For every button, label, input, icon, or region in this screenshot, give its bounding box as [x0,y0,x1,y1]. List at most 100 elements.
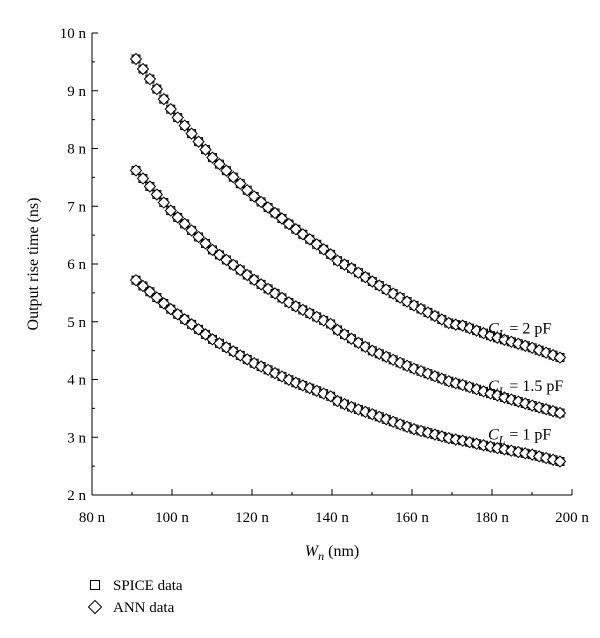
ann-point [414,302,428,316]
ann-point [150,82,164,96]
ann-point [241,353,254,366]
ann-point [143,72,157,86]
ann-point [553,351,567,364]
y-tick-label: 8 n [67,142,86,158]
x-axis-title: Wn (nm) [305,543,359,563]
ann-point [129,52,143,66]
legend-diamond-marker [87,599,103,615]
ann-point [185,127,198,140]
curve-label: CL = 1 pF [488,427,551,447]
y-tick-label: 3 n [67,430,86,446]
ann-point [373,347,386,360]
series-curve [129,164,567,420]
legend-square-marker [90,580,100,590]
ann-point [192,135,205,148]
ann-point [317,243,330,256]
ann-point [157,196,171,209]
ann-point [157,92,171,106]
ann-point [254,360,268,373]
ann-point [359,270,372,284]
ann-point [338,328,351,341]
ann-point [150,188,164,201]
ann-point [220,164,233,177]
x-tick-label: 200 n [555,510,589,526]
series-curve [129,273,567,468]
ann-point [296,303,310,317]
ann-point [220,341,233,354]
ann-point [407,299,421,312]
ann-point [324,317,337,331]
x-tick-label: 120 n [235,510,269,526]
ann-point [484,440,497,453]
ann-point [261,282,275,296]
ann-point [241,184,254,197]
curve-label: CL = 1.5 pF [488,378,563,398]
ann-point [164,302,177,316]
curve-label: CL = 2 pF [488,321,551,341]
axes: 2 n 3 n 4 n 5 n 6 n 7 n 8 n 9 n 10 n 80 n 100 n 120… [25,26,589,563]
ann-point [254,195,268,209]
ann-point [393,291,407,304]
ann-point [261,201,275,214]
ann-point [178,119,191,132]
y-tick-label: 7 n [67,199,86,215]
x-tick-label: 180 n [475,510,509,526]
ann-point [178,313,191,326]
y-tick-label: 6 n [67,257,86,273]
ann-point [289,376,303,389]
ann-point [178,217,191,231]
ann-point [136,62,150,76]
ann-point [129,164,143,177]
y-tick-label: 10 n [60,26,87,42]
ann-point [449,433,462,446]
ann-point [199,328,212,341]
ann-point [143,285,157,298]
ann-point [400,359,414,373]
ann-point [171,111,184,124]
ann-point [400,295,414,308]
series-layer [129,52,567,468]
ann-point [282,296,296,309]
ann-point [380,283,393,296]
legend-entry-label: SPICE data [113,578,183,594]
ann-point [164,102,177,116]
ann-point [338,258,351,271]
ann-point [380,350,393,363]
legend: SPICE data ANN data [87,578,183,616]
ann-point [247,356,261,370]
ann-point [261,363,275,377]
ann-point [136,172,150,185]
y-tick-label: 4 n [67,373,86,389]
ann-point [553,455,567,468]
ann-point [143,180,157,193]
ann-point [136,279,150,293]
ann-point [456,434,469,447]
ann-point [296,228,310,241]
y-axis-title: Output rise time (ns) [25,198,42,331]
x-tick-label: 160 n [395,510,429,526]
x-tick-label: 80 n [79,510,106,526]
ann-point [366,344,379,357]
ann-point [185,224,198,237]
ann-point [171,211,184,224]
ann-point [386,287,400,300]
y-tick-label: 2 n [67,488,86,504]
ann-point [206,243,219,257]
ann-point [435,313,449,326]
x-tick-label: 100 n [155,510,189,526]
series-curve [129,52,567,364]
ann-point [553,406,567,420]
ann-point [289,300,303,313]
ann-point [331,394,344,408]
y-tick-label: 5 n [67,315,86,331]
legend-entry-label: ANN data [113,600,175,616]
ann-point [317,387,330,400]
ann-point [491,441,504,455]
ann-point [296,379,310,392]
y-tick-label: 9 n [67,84,86,100]
x-tick-label: 140 n [315,510,349,526]
ann-point [275,370,289,383]
labels-layer: CL = 2 pF CL = 1.5 pF CL = 1 pF SPICE data A… [87,321,563,616]
ann-point [220,253,233,267]
